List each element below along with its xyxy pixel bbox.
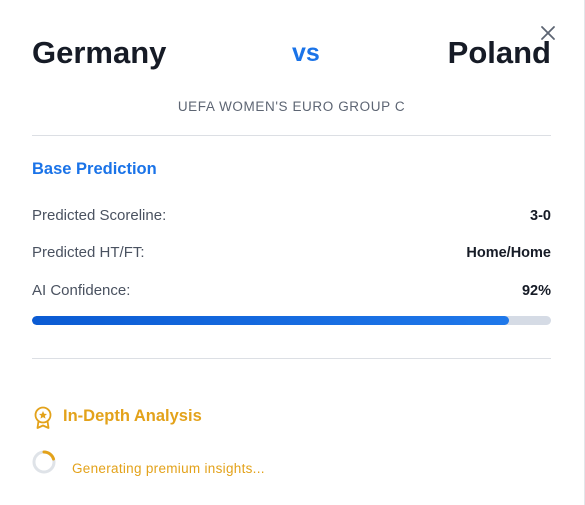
home-team-name: Germany	[32, 35, 167, 70]
competition-name: UEFA WOMEN'S EURO GROUP C	[177, 99, 406, 114]
divider	[32, 358, 551, 359]
loading-text: Generating premium insights...	[72, 461, 265, 476]
away-team-name: Poland	[447, 35, 551, 70]
confidence-progress-bar	[32, 316, 551, 325]
award-badge-icon	[34, 406, 52, 429]
predicted-scoreline-label: Predicted Scoreline:	[32, 207, 167, 224]
loading-spinner-icon	[32, 450, 56, 474]
predicted-htft-value: Home/Home	[466, 245, 551, 261]
in-depth-analysis-title: In-Depth Analysis	[63, 407, 202, 425]
vs-label: vs	[292, 39, 320, 67]
predicted-scoreline-row: Predicted Scoreline: 3-0	[32, 205, 551, 227]
predicted-scoreline-value: 3-0	[530, 208, 551, 224]
close-icon	[541, 26, 555, 40]
base-prediction-title: Base Prediction	[32, 160, 157, 178]
ai-confidence-value: 92%	[521, 283, 551, 299]
ai-confidence-row: AI Confidence: 92%	[32, 280, 551, 302]
ai-confidence-label: AI Confidence:	[32, 282, 131, 299]
divider	[32, 135, 551, 136]
close-button[interactable]	[539, 24, 557, 42]
predicted-htft-row: Predicted HT/FT: Home/Home	[32, 242, 551, 264]
predicted-htft-label: Predicted HT/FT:	[32, 244, 145, 261]
match-header: Germany vs Poland	[32, 30, 551, 76]
confidence-progress-fill	[32, 316, 510, 325]
